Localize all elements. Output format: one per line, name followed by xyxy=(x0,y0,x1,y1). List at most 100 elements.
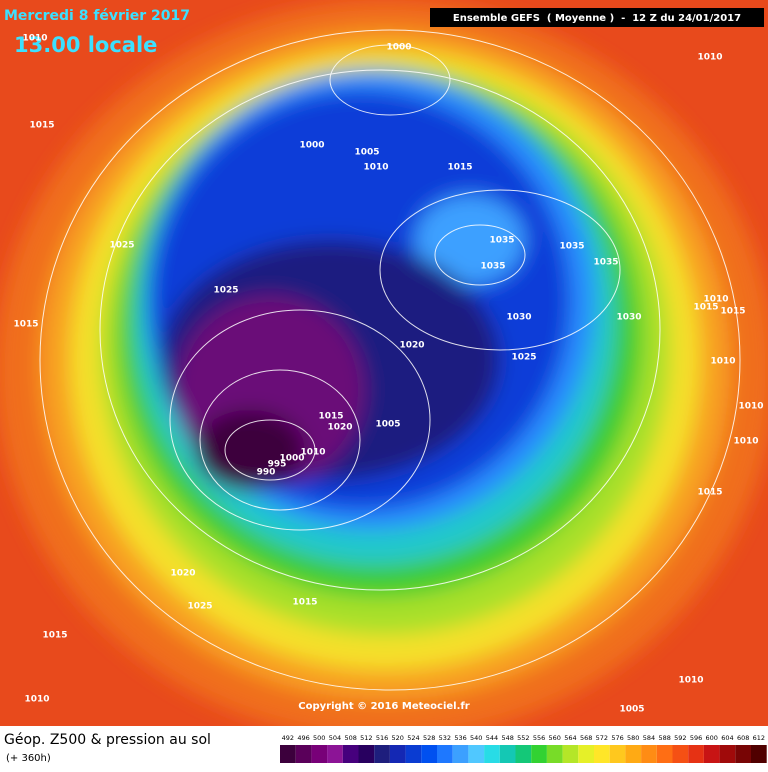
isobar-label: 995 xyxy=(268,460,287,470)
isobar-label: 1015 xyxy=(693,303,718,313)
legend-label: 592 xyxy=(674,734,686,742)
legend-label: 596 xyxy=(690,734,702,742)
legend-swatch xyxy=(594,745,610,763)
legend-swatch xyxy=(389,745,406,763)
isobar-label: 1015 xyxy=(29,121,54,131)
isobar-label: 1015 xyxy=(720,307,745,317)
legend-label: 508 xyxy=(344,734,356,742)
legend-label: 524 xyxy=(407,734,419,742)
legend-label: 612 xyxy=(753,734,765,742)
legend-swatch xyxy=(499,745,516,763)
legend-swatch xyxy=(437,745,453,763)
legend-swatch xyxy=(641,745,657,763)
legend-label: 536 xyxy=(454,734,466,742)
field xyxy=(0,0,768,740)
legend-label: 584 xyxy=(643,734,655,742)
isobar-label: 1025 xyxy=(511,353,536,363)
legend-label: 548 xyxy=(501,734,513,742)
legend-swatch xyxy=(531,745,547,763)
isobar-label: 1010 xyxy=(710,357,735,367)
legend-swatch xyxy=(656,745,673,763)
legend-swatch xyxy=(405,745,422,763)
legend-label: 540 xyxy=(470,734,482,742)
isobar-label: 1035 xyxy=(480,262,505,272)
legend-label: 580 xyxy=(627,734,639,742)
legend-swatch xyxy=(515,745,532,763)
legend-label: 512 xyxy=(360,734,372,742)
legend-swatch xyxy=(578,745,594,763)
legend-swatch xyxy=(327,745,343,763)
isobar-label: 1020 xyxy=(327,423,352,433)
footer-subtitle: (+ 360h) xyxy=(6,753,51,764)
legend-label: 504 xyxy=(329,734,341,742)
legend-label: 564 xyxy=(564,734,576,742)
isobar-label: 1015 xyxy=(697,488,722,498)
legend-label: 588 xyxy=(658,734,670,742)
band xyxy=(415,195,525,285)
isobar-label: 1030 xyxy=(616,313,641,323)
legend-label: 600 xyxy=(706,734,718,742)
legend-swatch xyxy=(719,745,736,763)
legend-swatch xyxy=(295,745,312,763)
isobar-label: 1005 xyxy=(619,705,644,715)
legend-swatch xyxy=(735,745,751,763)
legend-label: 532 xyxy=(439,734,451,742)
isobar-label: 1015 xyxy=(42,631,67,641)
legend-label: 608 xyxy=(737,734,749,742)
legend-swatch xyxy=(546,745,563,763)
isobar xyxy=(169,309,431,531)
legend-label: 604 xyxy=(721,734,733,742)
legend-label: 528 xyxy=(423,734,435,742)
legend-swatch xyxy=(703,745,720,763)
isobar-label: 1010 xyxy=(678,676,703,686)
legend-swatch xyxy=(421,745,437,763)
legend-label: 556 xyxy=(533,734,545,742)
legend-swatch xyxy=(562,745,579,763)
isobar-label: 1015 xyxy=(447,163,472,173)
isobar-label: 1010 xyxy=(697,53,722,63)
legend-label: 496 xyxy=(297,734,309,742)
legend-swatch xyxy=(280,745,296,763)
time: 13.00 locale xyxy=(14,33,157,57)
isobar-label: 1030 xyxy=(506,313,531,323)
isobar-label: 1010 xyxy=(300,448,325,458)
legend-swatch xyxy=(311,745,328,763)
isobar-label: 1005 xyxy=(375,420,400,430)
isobar xyxy=(379,189,621,351)
legend-swatch xyxy=(374,745,390,763)
legend-label: 572 xyxy=(596,734,608,742)
legend-swatch xyxy=(688,745,704,763)
model-info: Ensemble GEFS ( Moyenne ) - 12 Z du 24/0… xyxy=(453,13,741,24)
legend-label: 552 xyxy=(517,734,529,742)
legend-swatch xyxy=(484,745,500,763)
isobar-label: 1015 xyxy=(292,598,317,608)
isobar xyxy=(99,69,661,591)
isobar-label: 1010 xyxy=(738,402,763,412)
isobar-label: 1015 xyxy=(318,412,343,422)
isobar-label: 1010 xyxy=(733,437,758,447)
legend-label: 568 xyxy=(580,734,592,742)
isobar-label: 1035 xyxy=(489,236,514,246)
isobar-label: 1000 xyxy=(279,454,304,464)
legend-swatch xyxy=(358,745,375,763)
isobar-label: 1025 xyxy=(109,241,134,251)
legend-swatch xyxy=(609,745,626,763)
legend-label: 544 xyxy=(486,734,498,742)
isobar xyxy=(39,29,741,691)
isobar-label: 1010 xyxy=(24,695,49,705)
isobar-label: 1010 xyxy=(703,295,728,305)
isobar-label: 1020 xyxy=(399,341,424,351)
legend-swatch xyxy=(672,745,689,763)
isobar-label: 1000 xyxy=(299,141,324,151)
isobar-label: 1020 xyxy=(170,569,195,579)
legend-label: 520 xyxy=(392,734,404,742)
band xyxy=(195,410,305,490)
isobar-label: 1000 xyxy=(386,43,411,53)
legend-label: 516 xyxy=(376,734,388,742)
isobar-label: 1035 xyxy=(559,242,584,252)
legend-swatch xyxy=(625,745,642,763)
isobar-label: 1010 xyxy=(22,34,47,44)
legend-swatch xyxy=(468,745,485,763)
